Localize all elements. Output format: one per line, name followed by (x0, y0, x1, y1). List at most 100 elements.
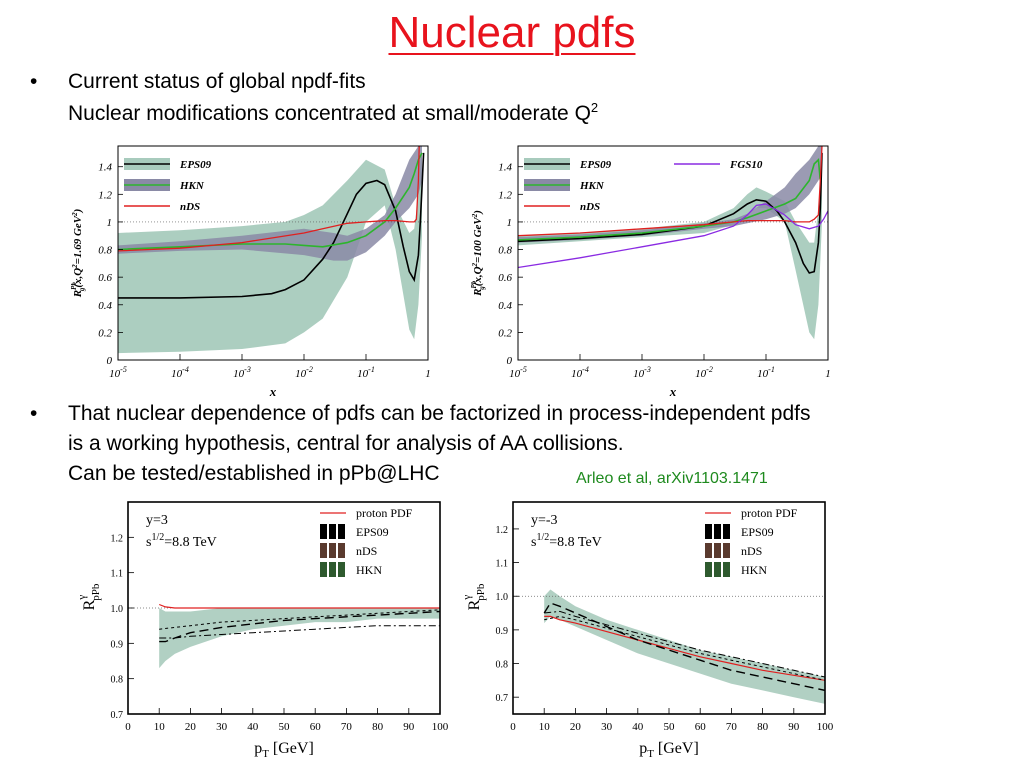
y-label-subscript: pPb (475, 583, 487, 601)
x-tick-label: 60 (695, 721, 707, 733)
series-hkn (544, 610, 825, 678)
y-tick-label: 1.1 (111, 569, 124, 580)
y-tick-label: 1.4 (98, 162, 112, 174)
legend-label: EPS09 (579, 159, 612, 171)
legend-label: FGS10 (729, 159, 763, 171)
x-tick-base: 10 (357, 368, 369, 380)
x-tick-label: 70 (341, 721, 353, 733)
x-tick-label: 0 (510, 721, 516, 733)
y-label-subscript: g (478, 286, 486, 291)
x-tick-label: 10 (154, 721, 166, 733)
y-tick-label: 0 (507, 355, 513, 367)
series-hkn (159, 625, 440, 639)
x-tick-exponent: -4 (182, 365, 189, 374)
y-label-gev-power: 2 (471, 213, 479, 218)
x-tick-exponent: -5 (520, 365, 527, 374)
y-label-gamma: γ (461, 595, 473, 601)
legend-swatch-bar (338, 562, 345, 577)
bullet-2-line-1: That nuclear dependence of pdfs can be f… (68, 402, 811, 425)
legend-label: nDS (356, 544, 377, 558)
x-tick-label: 100 (817, 721, 834, 733)
legend-swatch-bar (723, 543, 730, 558)
legend-label: HKN (356, 563, 382, 577)
legend-swatch-bar (329, 562, 336, 577)
legend-label: EPS09 (356, 525, 389, 539)
legend-swatch-bar (723, 562, 730, 577)
legend-swatch-bar (705, 543, 712, 558)
y-tick-label: 0.8 (498, 245, 512, 257)
y-tick-label: 0.8 (98, 245, 112, 257)
x-tick-exponent: -3 (244, 365, 251, 374)
legend-swatch-bar (320, 543, 327, 558)
y-tick-label: 1 (507, 217, 513, 229)
y-tick-label: 1.0 (496, 592, 509, 603)
series-nds (118, 146, 420, 252)
x-axis-label: pT [GeV] (254, 740, 314, 760)
y-label-close: ) (472, 210, 484, 215)
chart-rpa-pt-y-minus3: 0.7 0.8 0.9 1.0 1.1 1.2 0 10 20 30 40 50 60 70 80 90 100… (461, 501, 834, 760)
legend-swatch-bar (705, 524, 712, 539)
legend-label: nDS (180, 201, 200, 213)
y-label-r: R (472, 289, 484, 297)
x-tick-label: 10-3 (233, 365, 251, 380)
x-tick-label: 30 (216, 721, 228, 733)
x-tick-label: 0 (125, 721, 131, 733)
series-eps09 (543, 602, 825, 692)
bullet-marker-1: • (30, 70, 38, 93)
legend-swatch-bar (320, 524, 327, 539)
y-tick-label: 0.6 (98, 272, 112, 284)
x-tick-base: 10 (571, 368, 583, 380)
x-tick-base: 10 (695, 368, 707, 380)
band-eps09 (159, 608, 440, 669)
y-label-gev-power: 2 (71, 212, 79, 217)
x-tick-label: 80 (757, 721, 769, 733)
x-tick-label: 80 (372, 721, 384, 733)
y-axis-label: Rγ pPb (461, 583, 487, 610)
x-tick-label: 1 (825, 368, 831, 380)
slide-title: Nuclear pdfs (388, 8, 636, 57)
x-tick-base: 1 (825, 368, 831, 380)
y-tick-label: 1.2 (111, 533, 124, 544)
legend-label: proton PDF (741, 506, 798, 520)
x-tick-label: 10-4 (171, 365, 189, 380)
x-tick-label: 70 (726, 721, 738, 733)
legend-label: nDS (741, 544, 762, 558)
band-eps09 (518, 146, 822, 340)
x-tick-label: 10-1 (357, 365, 375, 380)
y-label-subscript: pPb (90, 583, 102, 601)
x-tick-label: 10-2 (295, 365, 313, 380)
x-label-unit: [GeV] (654, 740, 699, 757)
annotation-s-power: 1/2 (536, 532, 549, 543)
y-tick-label: 1.1 (496, 559, 509, 570)
legend-swatch-bar (723, 524, 730, 539)
legend-label: HKN (179, 180, 205, 192)
legend-swatch-bar (329, 524, 336, 539)
bullet-2-line-2: is a working hypothesis, central for ana… (68, 432, 624, 455)
x-tick-exponent: -1 (768, 365, 775, 374)
x-tick-label: 10-5 (509, 365, 527, 380)
y-tick-label: 0.9 (111, 639, 124, 650)
y-axis-label: RPbg(x,Q2=1.69 GeV2) (70, 209, 86, 299)
y-tick-label: 0.7 (496, 693, 509, 704)
legend-swatch-bar (714, 543, 721, 558)
x-tick-label: 10 (539, 721, 551, 733)
y-label-r: R (81, 599, 98, 610)
chart-rpa-pt-y3: 0.7 0.8 0.9 1.0 1.1 1.2 0 10 20 30 40 50 60 70 80 90 100… (76, 501, 449, 760)
x-tick-base: 10 (233, 368, 245, 380)
y-label-r: R (466, 599, 483, 610)
legend-swatch-bar (320, 562, 327, 577)
legend-label: EPS09 (741, 525, 774, 539)
y-label-scale: =100 GeV (472, 216, 484, 263)
x-tick-label: 10-3 (633, 365, 651, 380)
y-label-body: (x,Q (472, 266, 484, 286)
x-axis-label: x (669, 384, 677, 399)
y-tick-label: 1.2 (98, 189, 112, 201)
annotation-s: s (146, 535, 151, 550)
x-label-p: p (639, 740, 647, 757)
x-tick-label: 40 (247, 721, 258, 733)
x-tick-base: 10 (295, 368, 307, 380)
y-tick-label: 1.2 (498, 189, 512, 201)
series-hkn (118, 152, 423, 251)
y-tick-label: 0.8 (496, 660, 509, 671)
legend-label: proton PDF (356, 506, 413, 520)
